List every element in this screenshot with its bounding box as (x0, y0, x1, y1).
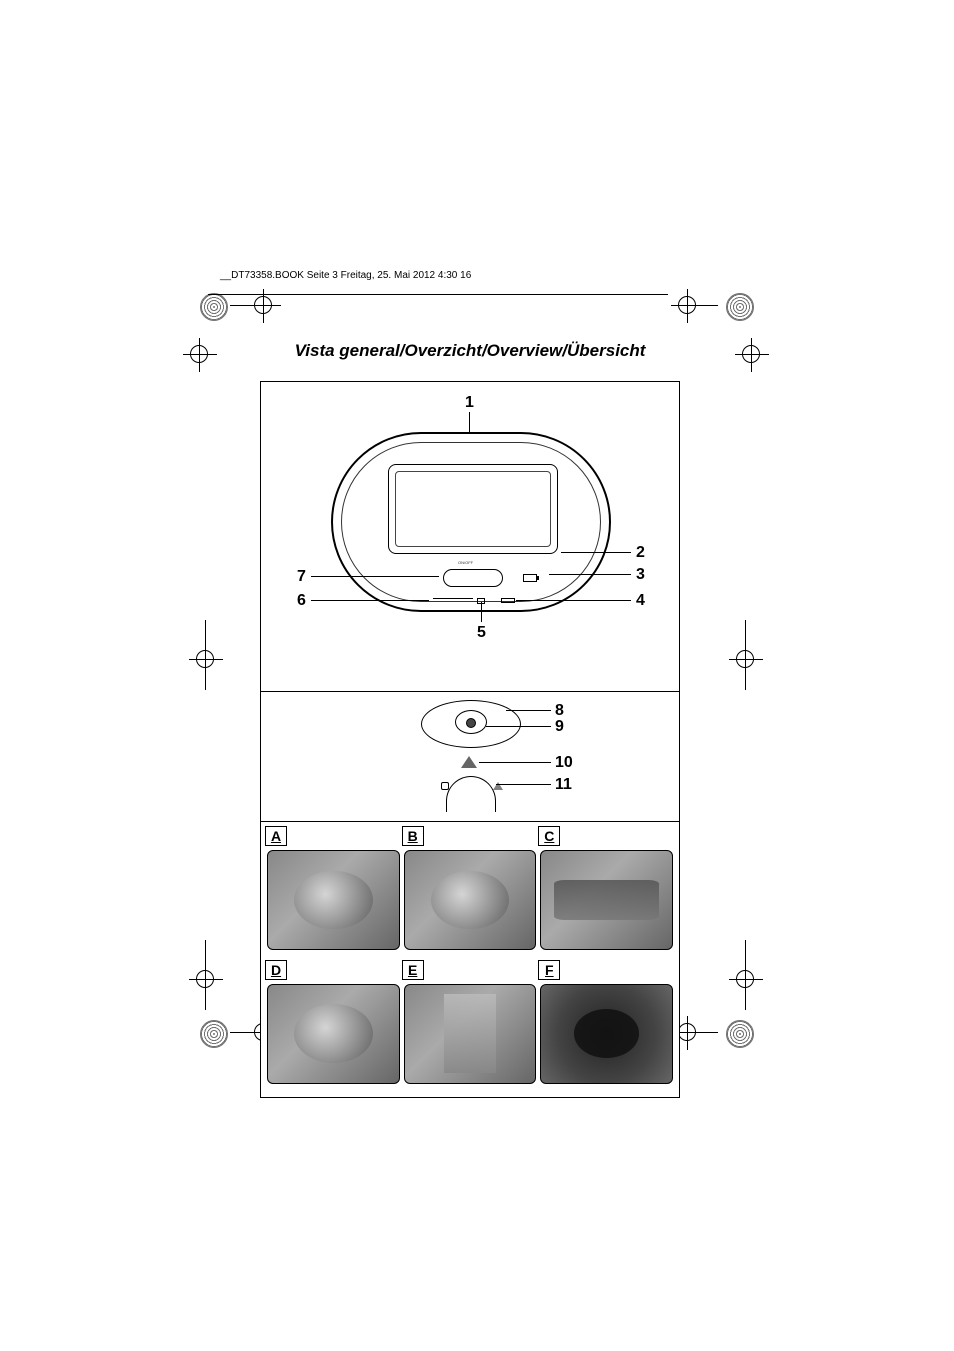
callout-11: 11 (555, 776, 572, 794)
diagram-frame: 1 ON/OFF 2 3 4 (260, 381, 680, 1098)
callout-10: 10 (555, 754, 573, 772)
main-diagram-panel: 1 ON/OFF 2 3 4 (261, 382, 679, 692)
callout-9: 9 (555, 718, 564, 736)
battery-icon (523, 574, 537, 582)
callout-3: 3 (636, 566, 645, 584)
onoff-text: ON/OFF (458, 560, 473, 565)
leader-line (311, 600, 429, 601)
slot-4 (501, 598, 515, 603)
photo-e (404, 984, 537, 1084)
leader-line (311, 576, 439, 577)
grid-label-a: A (265, 826, 287, 846)
callout-4: 4 (636, 592, 645, 610)
callout-7: 7 (297, 568, 306, 586)
grid-label-f: F (538, 960, 560, 980)
grid-label-d: D (265, 960, 287, 980)
photo-f (540, 984, 673, 1084)
callout-2: 2 (636, 544, 645, 562)
photo-a (267, 850, 400, 950)
grid-label-b: B (402, 826, 424, 846)
leader-line (506, 710, 551, 711)
callout-6: 6 (297, 592, 306, 610)
leader-line (549, 574, 631, 575)
slot-6 (433, 598, 473, 602)
page-title: Vista general/Overzicht/Overview/Übersic… (180, 341, 760, 361)
photo-c (540, 850, 673, 950)
grid-label-c: C (538, 826, 560, 846)
battery-icon-tip (537, 576, 539, 580)
sub-diagram-panel: 8 9 10 11 (261, 692, 679, 822)
leader-line (561, 552, 631, 553)
photo-d (267, 984, 400, 1084)
page-header-info: __DT73358.BOOK Seite 3 Freitag, 25. Mai … (220, 270, 760, 281)
device-outline: ON/OFF (331, 432, 611, 612)
camera-unit (411, 700, 531, 814)
leader-line (496, 784, 551, 785)
photo-grid: A B C D E F (261, 822, 679, 1097)
grid-label-e: E (402, 960, 424, 980)
callout-1: 1 (465, 394, 474, 412)
photo-b (404, 850, 537, 950)
device-screen (388, 464, 558, 554)
leader-line (481, 602, 482, 622)
leader-line (479, 762, 551, 763)
callout-5: 5 (477, 624, 486, 642)
onoff-button (443, 569, 503, 587)
crop-line (678, 1032, 718, 1033)
leader-line (516, 600, 631, 601)
header-rule (208, 294, 668, 295)
leader-line (486, 726, 551, 727)
